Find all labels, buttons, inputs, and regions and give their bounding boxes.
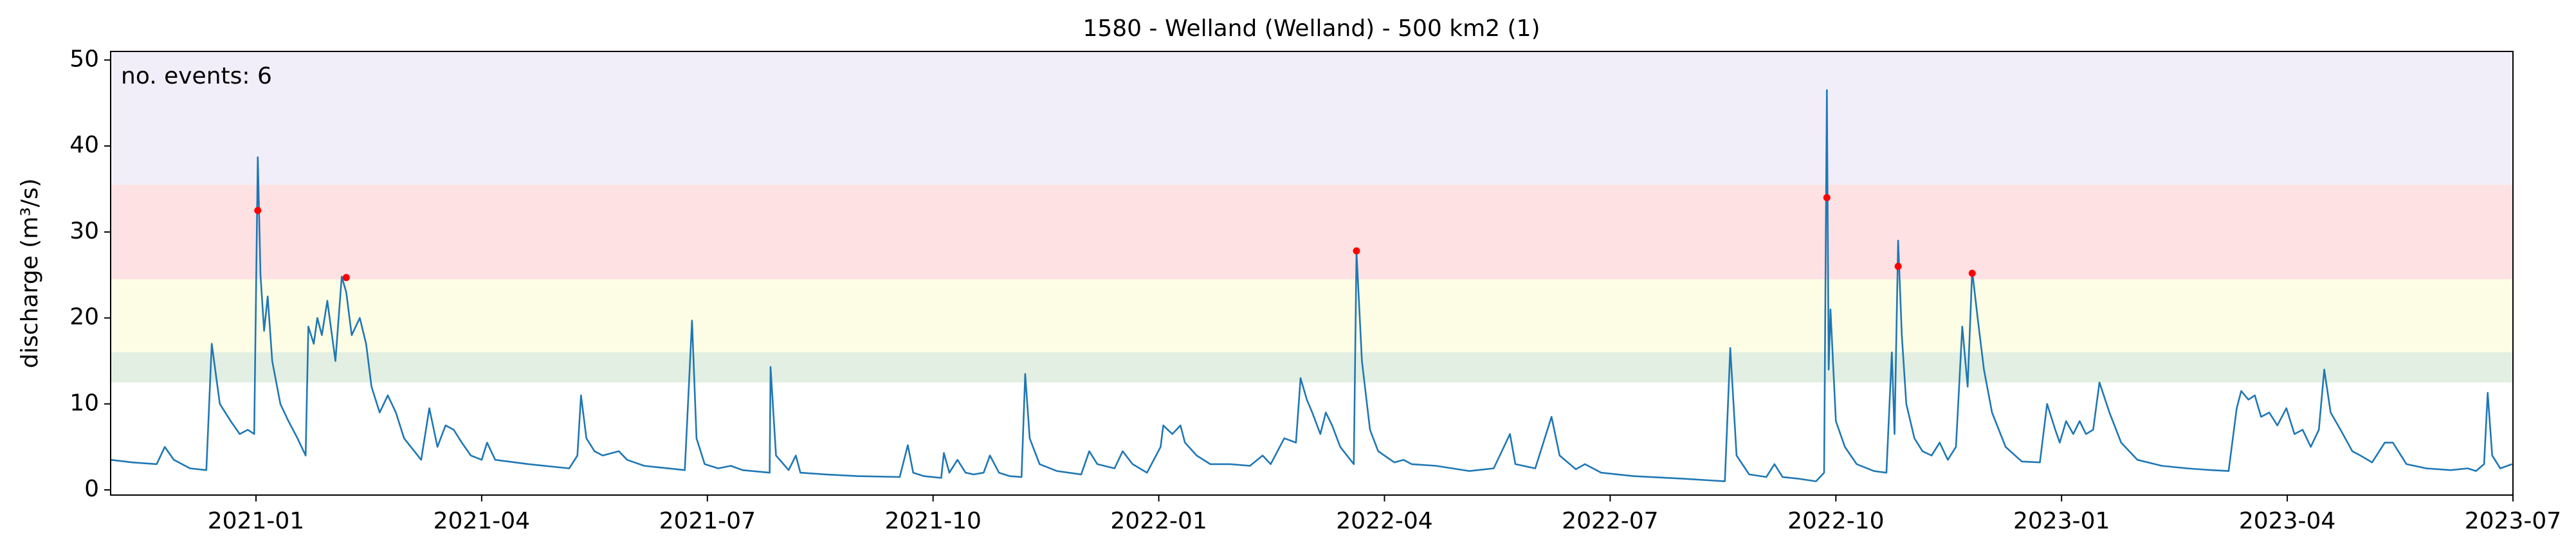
x-tick-label: 2022-07 [1562,508,1658,534]
x-tick-label: 2023-01 [2013,508,2110,534]
event-point [254,206,262,214]
threshold-band [111,352,2513,383]
discharge-line [110,89,2513,482]
x-tick-label: 2023-04 [2239,508,2335,534]
threshold-band [111,185,2513,280]
event-point [1968,269,1976,277]
y-tick-label: 0 [84,476,99,502]
threshold-band [111,51,2513,185]
threshold-band [111,279,2513,353]
y-axis-label: discharge (m³/s) [17,178,43,368]
x-tick-label: 2022-10 [1787,508,1884,534]
x-tick-label: 2023-07 [2465,508,2561,534]
chart-title: 1580 - Welland (Welland) - 500 km2 (1) [1082,15,1540,42]
x-tick-label: 2021-01 [208,508,304,534]
x-tick-label: 2021-07 [659,508,756,534]
x-tick-label: 2021-04 [434,508,530,534]
plot-frame [110,51,2514,496]
y-tick-label: 30 [69,218,99,244]
y-tick-label: 40 [69,132,99,158]
x-tick-label: 2022-04 [1336,508,1432,534]
x-tick-label: 2022-01 [1110,508,1207,534]
event-point [1894,262,1902,270]
event-point [1353,247,1360,255]
event-point [342,274,350,282]
y-tick-label: 10 [69,390,99,416]
annotation: no. events: 6 [121,63,272,89]
event-point [1823,194,1831,201]
y-tick-label: 50 [69,46,99,72]
y-tick-label: 20 [69,304,99,330]
x-tick-label: 2021-10 [884,508,981,534]
